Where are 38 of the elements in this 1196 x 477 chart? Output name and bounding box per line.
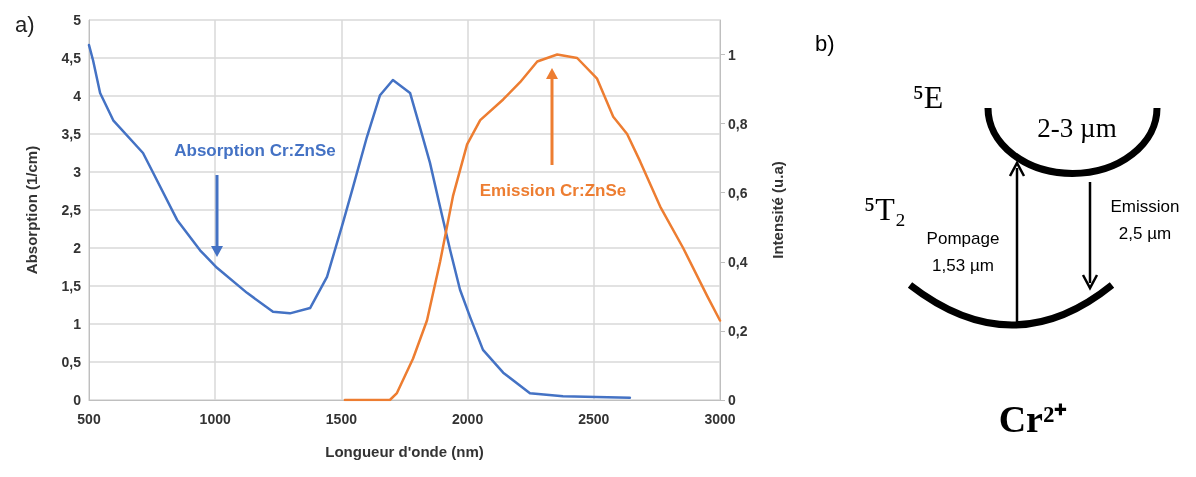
y-tick-label: 3 xyxy=(73,164,82,180)
x-tick-label: 2000 xyxy=(452,411,484,427)
line-series xyxy=(343,53,722,402)
text: Pompage 1,53 µm xyxy=(926,229,1000,276)
text: ⁵E xyxy=(912,79,944,115)
x-axis-title: Longueur d'onde (nm) xyxy=(325,443,484,460)
x-tick-label: 500 xyxy=(77,411,101,427)
y-tick-label: 1 xyxy=(73,316,82,332)
y-tick-label: 4 xyxy=(73,88,82,104)
y-tick-label: 5 xyxy=(73,12,82,28)
text: Cr²⁺ xyxy=(998,398,1068,440)
y2-tick-label: 0,2 xyxy=(728,322,748,339)
text: Emission 2,5 µm xyxy=(1110,197,1180,244)
line-series xyxy=(87,43,632,399)
text: 2-3 µm xyxy=(1037,113,1117,143)
text: ⁵T₂ xyxy=(864,191,906,227)
x-tick-label: 1500 xyxy=(325,411,358,427)
y2-tick-label: 0,8 xyxy=(728,115,748,132)
y-tick-label: 3,5 xyxy=(61,126,82,142)
y-tick-label: 1,5 xyxy=(61,278,82,294)
y-tick-label: 0 xyxy=(73,392,82,408)
text: b) xyxy=(815,31,835,56)
y-tick-label: 2 xyxy=(73,240,82,256)
y2-tick-label: 1 xyxy=(728,46,736,63)
annotation: Emission Cr:ZnSe xyxy=(479,181,627,200)
y2-tick-label: 0,4 xyxy=(728,253,748,270)
y2-tick-label: 0,6 xyxy=(728,184,748,201)
y-tick-label: 0,5 xyxy=(61,354,82,370)
y2-tick-label: 0 xyxy=(728,392,736,408)
annotation: Absorption Cr:ZnSe xyxy=(174,141,336,160)
y-tick-label: 4,5 xyxy=(61,50,82,66)
y-axis-title: Absorption (1/cm) xyxy=(23,145,40,275)
y2-axis-title: Intensité (u.a) xyxy=(769,161,786,259)
x-tick-label: 1000 xyxy=(199,411,231,427)
chart-title: a) xyxy=(15,11,35,37)
x-tick-label: 2500 xyxy=(578,411,610,427)
x-tick-label: 3000 xyxy=(704,411,736,427)
y-tick-label: 2,5 xyxy=(61,202,82,218)
